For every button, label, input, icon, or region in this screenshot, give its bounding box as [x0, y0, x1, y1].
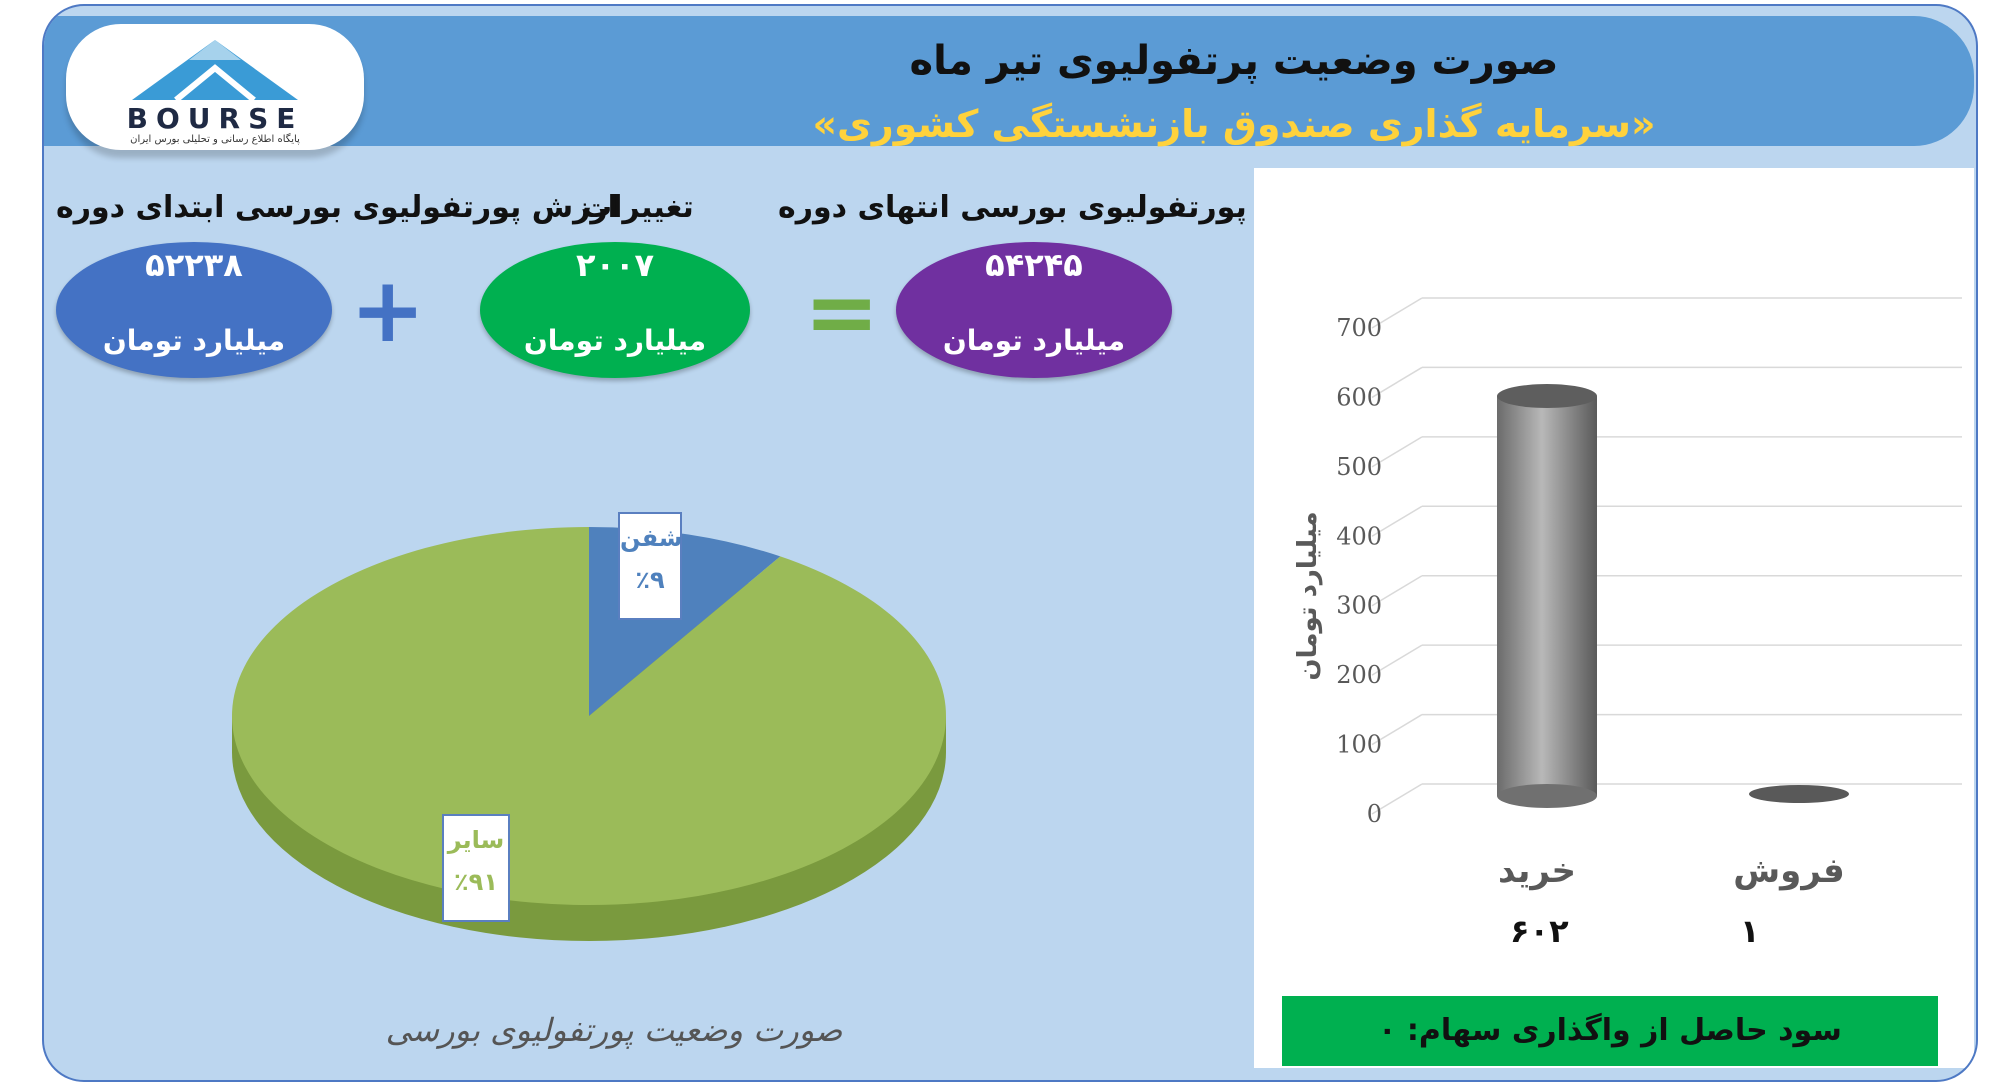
- pie-chart: [232, 527, 947, 941]
- page-title: صورت وضعیت پرتفولیوی تیر ماه: [909, 38, 1559, 84]
- pie-caption: صورت وضعیت پورتفولیوی بورسی: [385, 1011, 843, 1049]
- start-value-unit: میلیارد تومان: [102, 324, 286, 357]
- plus-sign: +: [350, 258, 426, 363]
- logo-subtext: پایگاه اطلاع رسانی و تحلیلی بورس ایران: [130, 134, 300, 145]
- dashboard-frame: صورت وضعیت پرتفولیوی تیر ماه «سرمایه گذا…: [42, 4, 1978, 1082]
- logo-text: BOURSE: [126, 102, 304, 135]
- bar-chart-panel: 0 100 200 300 400 500 600 700 خرید فروش میلیارد …: [1254, 168, 1974, 1068]
- grid-depth-0: [1371, 783, 1423, 815]
- bar-categories: خرید فروش: [1498, 851, 1845, 891]
- y-tick-300: 300: [1336, 592, 1382, 620]
- pie-label-shafan-value: ٪۹: [635, 566, 665, 594]
- start-value-label: ارزش پورتفولیوی بورسی ابتدای دوره: [56, 190, 618, 225]
- change-ellipse: ۲۰۰۷ میلیارد تومان: [480, 242, 750, 378]
- end-value-label: ارزش پورتفولیوی بورسی انتهای دوره: [778, 190, 1344, 225]
- change-label: تغییرات: [582, 190, 694, 225]
- equals-sign: =: [804, 260, 880, 365]
- header-banner: صورت وضعیت پرتفولیوی تیر ماه «سرمایه گذا…: [44, 16, 1974, 146]
- pie-label-shafan-name: شفن: [620, 524, 683, 552]
- grid-depth-300: [1371, 575, 1423, 607]
- y-tick-700: 700: [1336, 314, 1382, 342]
- bar-base-0: [1497, 784, 1597, 808]
- grid-depth-600: [1371, 366, 1423, 399]
- x-category-0: خرید: [1498, 851, 1576, 891]
- y-tick-100: 100: [1336, 731, 1382, 759]
- pie-label-sayer-name: سایر: [447, 826, 505, 854]
- pie-label-sayer: سایر ٪۹۱: [442, 814, 510, 922]
- y-tick-600: 600: [1336, 383, 1382, 411]
- bourse-logo: BOURSE پایگاه اطلاع رسانی و تحلیلی بورس …: [66, 24, 364, 150]
- end-value-unit: میلیارد تومان: [942, 324, 1126, 357]
- bar-grid: [1371, 297, 1962, 815]
- grid-depth-700: [1371, 297, 1423, 329]
- start-value: ۵۲۲۳۸: [145, 246, 243, 284]
- bar-y-axis-label: میلیارد تومان: [1293, 511, 1323, 680]
- bar-1: [1749, 785, 1849, 803]
- bar-0: [1497, 396, 1597, 796]
- y-tick-200: 200: [1336, 661, 1382, 689]
- y-tick-0: 0: [1367, 800, 1382, 828]
- pie-slice-1: [232, 527, 947, 906]
- change-value-unit: میلیارد تومان: [523, 324, 707, 357]
- grid-depth-200: [1371, 644, 1423, 676]
- change-value: ۲۰۰۷: [575, 246, 655, 284]
- grid-depth-500: [1371, 436, 1423, 468]
- y-tick-400: 400: [1336, 522, 1382, 550]
- bar-chart: 0 100 200 300 400 500 600 700 خرید فروش میلیارد …: [1293, 297, 1962, 891]
- pie-label-shafan: شفن ٪۹: [618, 512, 682, 620]
- bar-y-ticks: 0 100 200 300 400 500 600 700: [1336, 314, 1382, 828]
- bar-value-forush: ۱: [1740, 912, 1760, 950]
- page-subtitle: «سرمایه گذاری صندوق بازنشستگی کشوری»: [812, 102, 1656, 146]
- start-value-ellipse: ۵۲۲۳۸ میلیارد تومان: [56, 242, 332, 378]
- logo-mountain-icon: [132, 40, 298, 103]
- grid-depth-400: [1371, 505, 1423, 537]
- x-category-1: فروش: [1733, 851, 1844, 891]
- y-tick-500: 500: [1336, 453, 1382, 481]
- grid-depth-100: [1371, 713, 1423, 746]
- bar-top-0: [1497, 384, 1597, 409]
- profit-banner: سود حاصل از واگذاری سهام: ۰: [1282, 996, 1938, 1066]
- end-value: ۵۴۲۴۵: [985, 246, 1083, 284]
- pie-slices: [232, 527, 947, 906]
- pie-label-sayer-value: ٪۹۱: [454, 868, 498, 896]
- bar-value-kharid: ۶۰۲: [1510, 912, 1569, 950]
- end-value-ellipse: ۵۴۲۴۵ میلیارد تومان: [896, 242, 1172, 378]
- bar-marks: [1497, 384, 1849, 808]
